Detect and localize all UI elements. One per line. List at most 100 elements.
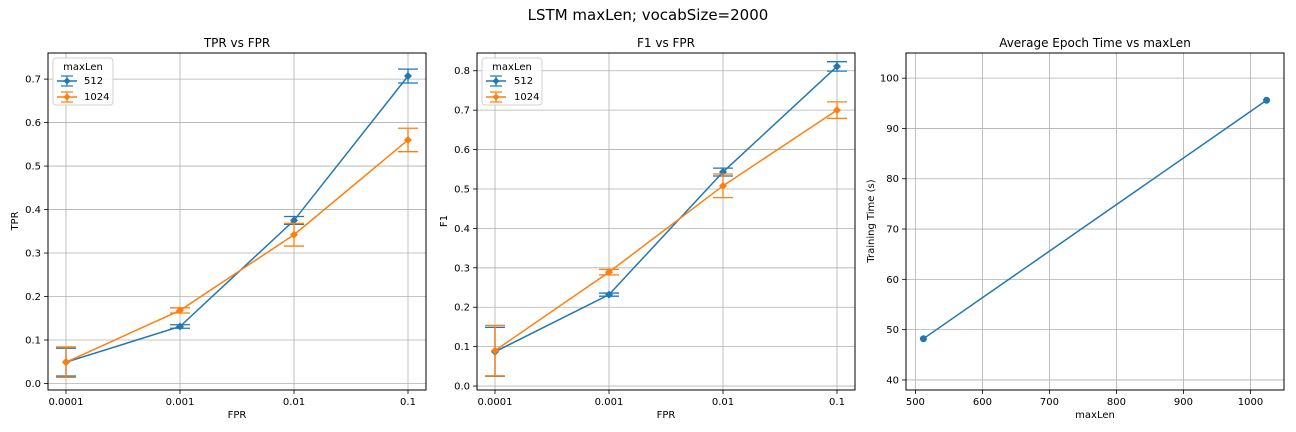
f1-title: F1 vs FPR [637, 36, 695, 50]
f1-series-512-point [605, 290, 613, 299]
f1-ytick-label: 0.8 [454, 66, 470, 77]
tpr-legend-label-1024: 1024 [84, 92, 109, 103]
f1-ytick-label: 0.2 [454, 303, 470, 314]
legend-marker [492, 93, 500, 101]
time-xtick-label: 500 [906, 397, 925, 408]
tpr-plot-frame [47, 52, 427, 391]
tpr-legend-label-512: 512 [84, 76, 103, 87]
tpr-xtick-label: 0.0001 [49, 397, 84, 408]
time-grid [906, 53, 1284, 390]
tpr-ytick-label: 0.2 [25, 292, 41, 303]
f1-xtick-label: 0.1 [829, 397, 845, 408]
time-xtick-label: 1000 [1238, 397, 1263, 408]
tpr-series-1024-line [65, 139, 409, 363]
f1-ytick-label: 0.3 [454, 263, 470, 274]
tpr-ytick-label: 0.7 [25, 75, 41, 86]
time-panel: Average Epoch Time vs maxLen 40 50 60 70 80 9… [866, 36, 1285, 421]
tpr-ytick-label: 0.6 [25, 118, 41, 129]
f1-series-1024-point [719, 181, 727, 190]
time-ytick-label: 80 [886, 174, 899, 185]
f1-series-1024-line [494, 109, 838, 352]
f1-series-1024-point [833, 106, 841, 115]
time-ylabel: Training Time (s) [866, 179, 877, 263]
f1-ytick-label: 0.1 [454, 342, 470, 353]
time-xtick-label: 900 [1174, 397, 1193, 408]
legend-marker [63, 93, 71, 101]
f1-legend-swatch-1024 [486, 91, 506, 103]
f1-series-512-line [494, 65, 838, 353]
tpr-ylabel: TPR [10, 211, 21, 231]
f1-xlabel: FPR [657, 410, 676, 421]
figure-title: LSTM maxLen; vocabSize=2000 [527, 6, 769, 24]
tpr-ytick-label: 0.4 [25, 205, 41, 216]
tpr-series-512-point [404, 72, 412, 81]
tpr-series-512-line [65, 75, 409, 363]
time-ticks: 40 50 60 70 80 90 100 500 600 700 800 900 1000 [880, 74, 1263, 408]
tpr-ytick-label: 0.5 [25, 162, 41, 173]
f1-series-1024-point [605, 268, 613, 277]
f1-series-512-point [833, 62, 841, 71]
f1-series [485, 61, 847, 377]
f1-legend: maxLen 512 1024 [481, 57, 543, 106]
legend-marker [63, 77, 71, 85]
time-ytick-label: 40 [886, 375, 899, 386]
tpr-series-512-point [290, 216, 298, 225]
time-series-0-line [922, 99, 1268, 340]
tpr-xtick-label: 0.01 [283, 397, 305, 408]
time-title: Average Epoch Time vs maxLen [999, 36, 1191, 50]
f1-xtick-label: 0.0001 [478, 397, 513, 408]
f1-grid [477, 53, 855, 390]
f1-ytick-label: 0.0 [454, 382, 470, 393]
f1-panel: F1 vs FPR 0.00.10.20.30.40.50.60.70.80.0… [439, 36, 856, 421]
time-ytick-label: 100 [880, 74, 899, 85]
time-xtick-label: 700 [1040, 397, 1059, 408]
f1-legend-box [481, 57, 543, 106]
f1-legend-title: maxLen [492, 62, 532, 73]
tpr-ytick-label: 0.0 [25, 379, 41, 390]
tpr-xtick-label: 0.1 [400, 397, 416, 408]
time-series-0-point [919, 335, 927, 343]
time-ytick-label: 50 [886, 325, 899, 336]
time-xtick-label: 600 [973, 397, 992, 408]
tpr-ticks: 0.0 0.1 0.2 0.3 0.4 0.5 0.6 0.7 0.0001 0.001 0.01 0… [25, 75, 416, 408]
tpr-legend-title: maxLen [63, 62, 103, 73]
f1-legend-swatch-512 [486, 75, 506, 87]
tpr-series-1024-point [176, 306, 184, 315]
time-xlabel: maxLen [1075, 410, 1115, 421]
time-ytick-label: 60 [886, 275, 899, 286]
tpr-title: TPR vs FPR [203, 36, 270, 50]
time-plot-frame [905, 52, 1285, 391]
time-ytick-label: 90 [886, 124, 899, 135]
f1-xtick-label: 0.01 [712, 397, 734, 408]
f1-ytick-label: 0.6 [454, 145, 470, 156]
tpr-series-512-point [176, 322, 184, 331]
f1-series-1024-point [491, 346, 499, 355]
time-ytick-label: 70 [886, 225, 899, 236]
tpr-series-1024-point [404, 135, 412, 144]
tpr-legend-swatch-1024 [57, 91, 77, 103]
tpr-xlabel: FPR [228, 410, 247, 421]
time-series [919, 96, 1271, 343]
time-series-0-point [1263, 96, 1271, 104]
f1-legend-label-512: 512 [514, 76, 533, 87]
f1-ylabel: F1 [439, 215, 450, 227]
f1-ticks: 0.0 0.1 0.2 0.3 0.4 0.5 0.6 0.7 0.8 0.0001 0.001 0.… [454, 66, 845, 408]
tpr-series [56, 68, 418, 379]
tpr-ytick-label: 0.3 [25, 249, 41, 260]
f1-ytick-label: 0.5 [454, 184, 470, 195]
tpr-panel: TPR vs FPR 0.0 0.1 0.2 0.3 0.4 0.5 0.6 0.7 0.000… [10, 36, 427, 421]
tpr-xtick-label: 0.001 [166, 397, 195, 408]
f1-legend-label-1024: 1024 [514, 92, 539, 103]
tpr-ytick-label: 0.1 [25, 335, 41, 346]
f1-ytick-label: 0.7 [454, 106, 470, 117]
f1-ytick-label: 0.4 [454, 224, 470, 235]
tpr-legend: maxLen 512 1024 [52, 57, 114, 106]
tpr-grid [48, 53, 426, 390]
tpr-series-1024-point [62, 358, 70, 367]
tpr-series-1024-point [290, 230, 298, 239]
time-xtick-label: 800 [1107, 397, 1126, 408]
f1-xtick-label: 0.001 [595, 397, 624, 408]
tpr-legend-swatch-512 [57, 75, 77, 87]
legend-marker [492, 77, 500, 85]
